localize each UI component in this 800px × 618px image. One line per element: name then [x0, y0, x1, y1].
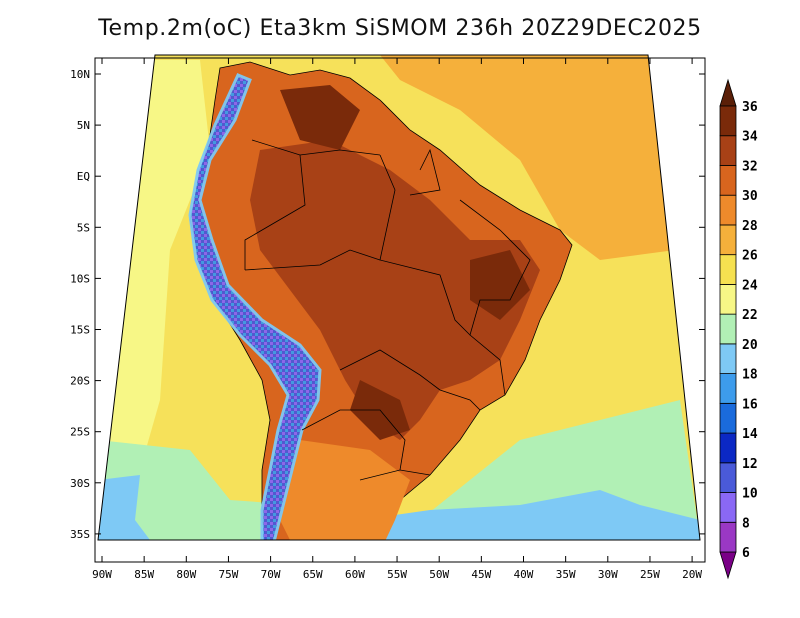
lon-tick-label: 55W	[387, 568, 407, 581]
colorbar-bin	[719, 313, 737, 345]
ocean-south-blue	[98, 475, 150, 540]
interior-hot-spots	[280, 85, 530, 440]
map-domain	[98, 55, 700, 540]
colorbar-bin	[719, 194, 737, 226]
colorbar-label: 26	[742, 249, 758, 264]
colorbar-min-triangle	[719, 551, 737, 580]
colorbar-bin	[719, 224, 737, 256]
lat-tick-label: EQ	[77, 170, 90, 183]
colorbar-bin	[719, 105, 737, 137]
lon-tick-label: 40W	[514, 568, 534, 581]
lon-tick-label: 50W	[429, 568, 449, 581]
ocean-warmest-atlantic	[380, 55, 675, 260]
colorbar-bin	[719, 521, 737, 553]
country-borders	[244, 139, 531, 481]
colorbar-max-triangle	[719, 78, 737, 107]
lat-tick-label: 35S	[70, 528, 90, 541]
colorbar-bin	[719, 165, 737, 196]
interior-hottest	[250, 140, 540, 440]
ocean-south-blue-2	[360, 490, 700, 540]
colorbar-label: 32	[742, 159, 758, 174]
colorbar-label: 22	[742, 308, 758, 323]
colorbar-label: 24	[742, 278, 758, 293]
colorbar-bin	[719, 343, 737, 375]
colorbar-bin	[719, 492, 737, 523]
colorbar-bin	[719, 254, 737, 285]
colorbar-label: 20	[742, 338, 758, 353]
lat-tick-label: 10N	[70, 68, 90, 81]
colorbar-label: 10	[742, 487, 758, 502]
lat-tick-label: 25S	[70, 426, 90, 439]
colorbar-label: 14	[742, 427, 758, 442]
lon-tick-label: 75W	[219, 568, 239, 581]
lat-tick-label: 5S	[77, 221, 90, 234]
colorbar-label: 8	[742, 516, 750, 531]
colorbar-label: 36	[742, 100, 758, 115]
colorbar-label: 34	[742, 130, 758, 145]
colorbar-label: 18	[742, 368, 758, 383]
colorbar-bin	[719, 283, 737, 315]
colorbar-label: 30	[742, 189, 758, 204]
longitude-axis: 90W 85W 80W 75W 70W 65W 60W 55W 50W 45W 40W 35W 30W 2…	[92, 58, 702, 581]
lat-tick-label: 30S	[70, 477, 90, 490]
lon-tick-label: 45W	[471, 568, 491, 581]
lat-tick-label: 15S	[70, 324, 90, 337]
lon-tick-label: 35W	[556, 568, 576, 581]
lat-tick-label: 10S	[70, 272, 90, 285]
lon-tick-label: 80W	[176, 568, 196, 581]
colorbar-label: 16	[742, 397, 758, 412]
map-title: Temp.2m(oC) Eta3km SiSMOM 236h 20Z29DEC2…	[98, 16, 702, 41]
lon-tick-label: 65W	[303, 568, 323, 581]
colorbar: 6 8 10 12 14 16 18 20 22 24 26 28 30 32 34 36	[719, 78, 758, 580]
colorbar-label: 12	[742, 457, 758, 472]
colorbar-bin	[719, 135, 737, 166]
lat-tick-label: 5N	[77, 119, 90, 132]
lon-tick-label: 90W	[92, 568, 112, 581]
lon-tick-label: 85W	[134, 568, 154, 581]
colorbar-label: 6	[742, 546, 750, 561]
colorbar-label: 28	[742, 219, 758, 234]
colorbar-bin	[719, 462, 737, 493]
lon-tick-label: 60W	[345, 568, 365, 581]
domain-outline	[97, 54, 701, 541]
lon-tick-label: 25W	[640, 568, 660, 581]
colorbar-bin	[719, 373, 737, 404]
colorbar-bin	[719, 432, 737, 464]
latitude-axis: 10N 5N EQ 5S 10S 15S 20S 25S 30S 35S	[70, 68, 705, 541]
land-south-orange	[280, 440, 410, 540]
lon-tick-label: 20W	[682, 568, 702, 581]
lat-tick-label: 20S	[70, 375, 90, 388]
colorbar-bin	[719, 402, 737, 434]
axes-frame	[94, 57, 706, 563]
lon-tick-label: 30W	[598, 568, 618, 581]
andes-cold-strip	[188, 73, 322, 540]
lon-tick-label: 70W	[261, 568, 281, 581]
